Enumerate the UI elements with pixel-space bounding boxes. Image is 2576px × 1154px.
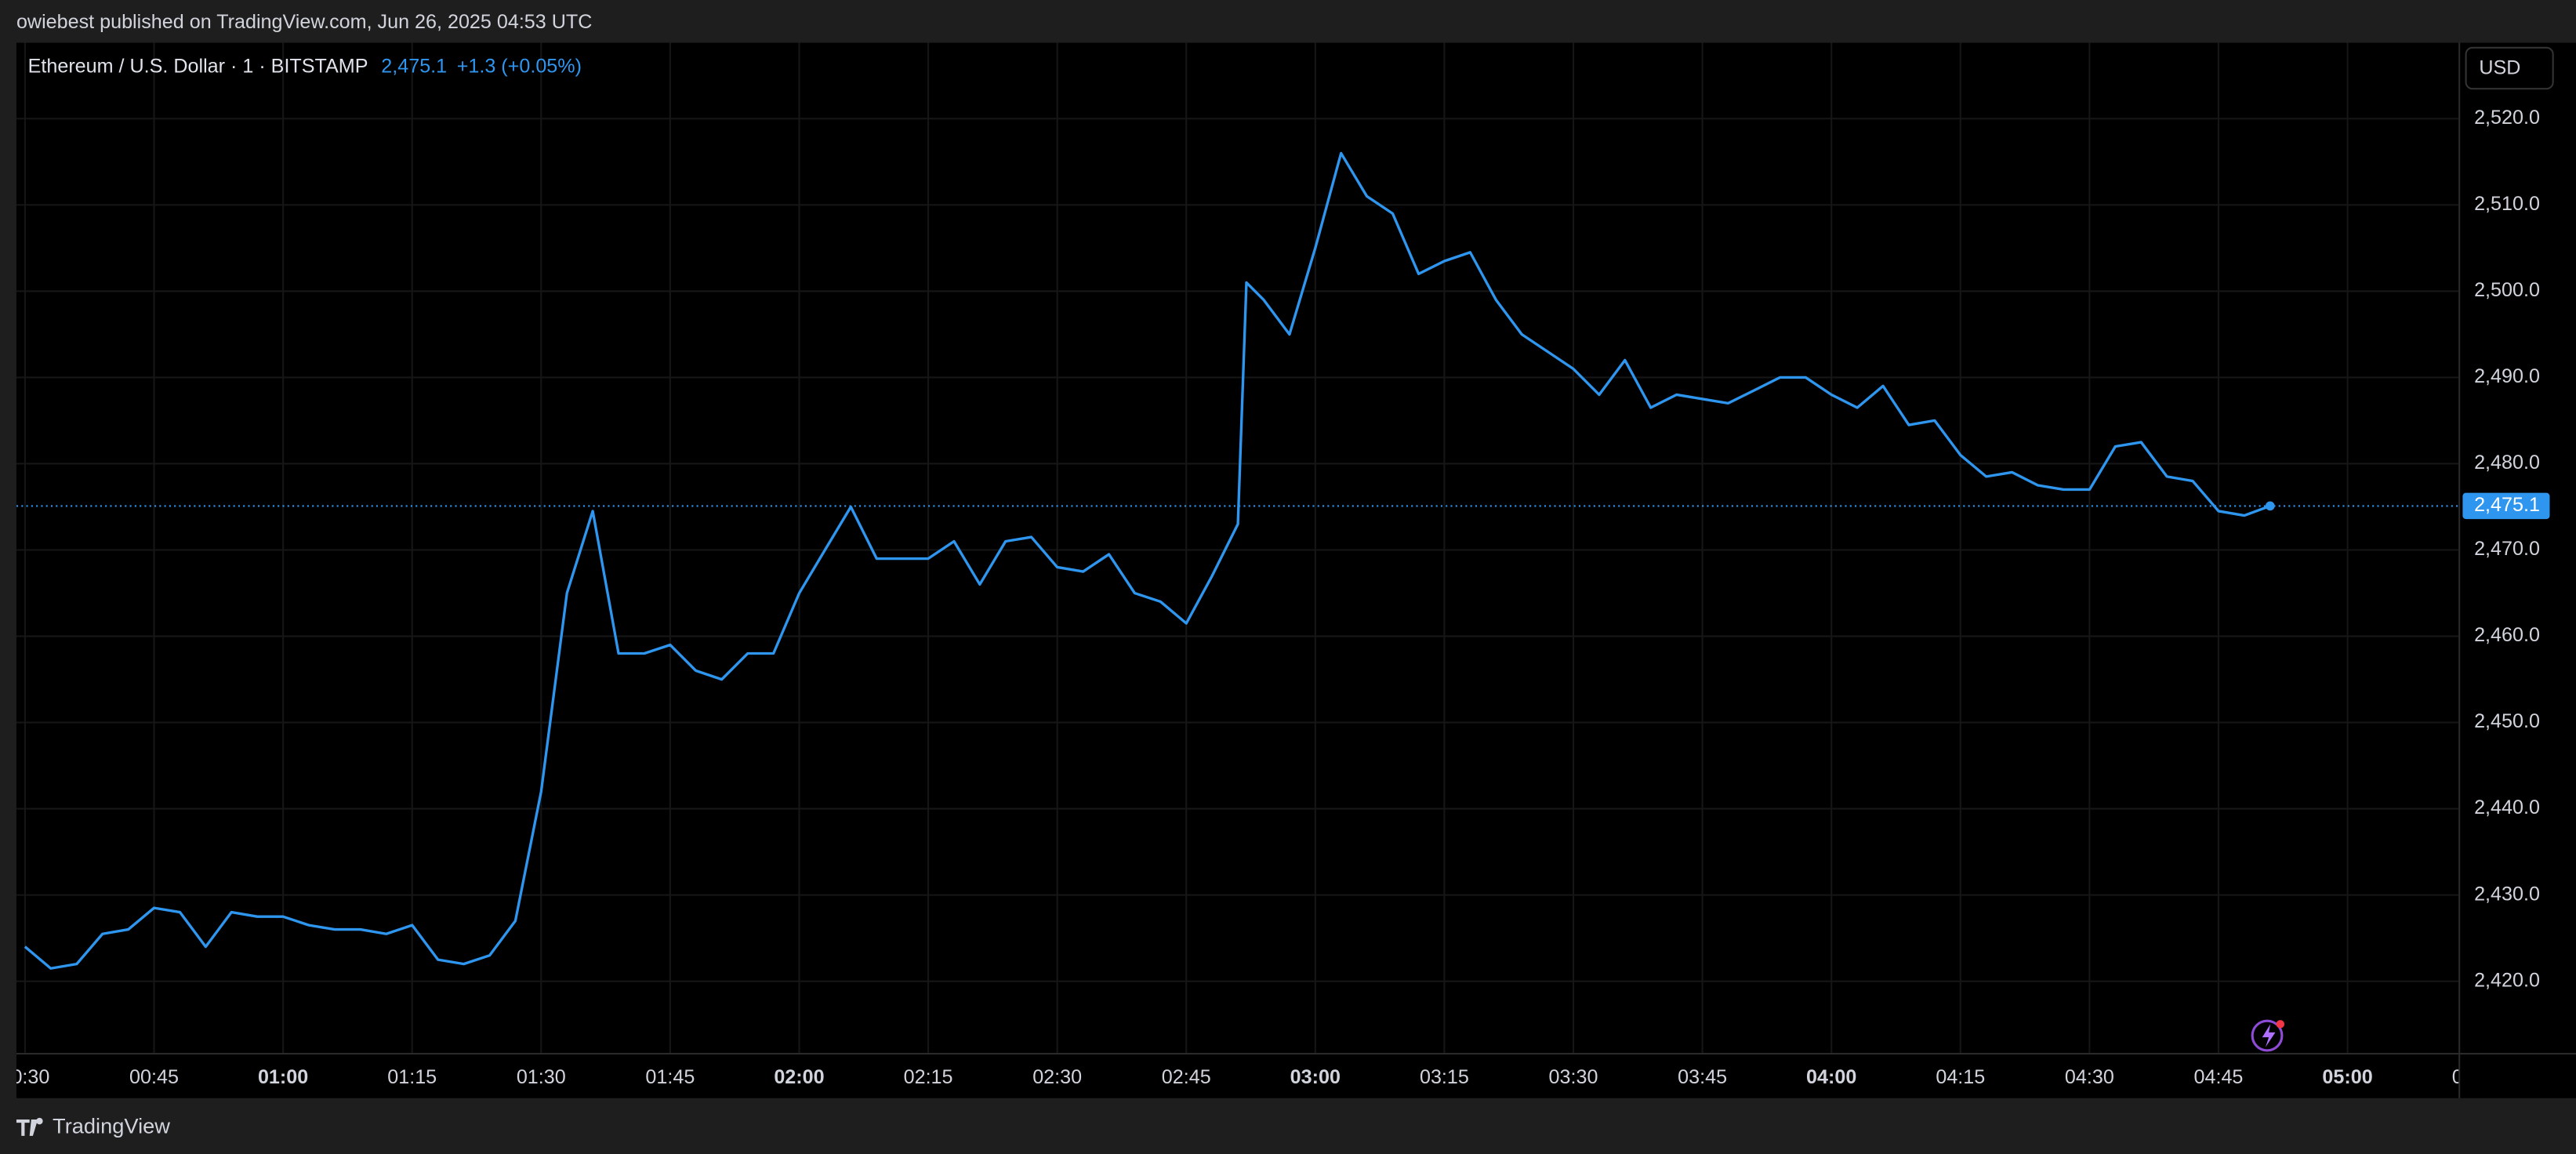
y-tick-label: 2,450.0 xyxy=(2474,710,2540,732)
brand-name: TradingView xyxy=(53,1114,170,1138)
currency-label[interactable]: USD xyxy=(2479,57,2520,79)
x-tick-label: 04:15 xyxy=(1936,1066,1985,1088)
x-tick-label: 02:45 xyxy=(1162,1066,1211,1088)
x-tick-label: 01:45 xyxy=(645,1066,695,1088)
x-tick-label: 02:00 xyxy=(774,1066,824,1088)
price-change: +1.3 (+0.05%) xyxy=(457,56,582,78)
x-tick-label: 03:00 xyxy=(1290,1066,1341,1088)
x-tick-label: 01:30 xyxy=(517,1066,566,1088)
y-tick-label: 2,420.0 xyxy=(2474,969,2540,991)
x-tick-label: 02:15 xyxy=(904,1066,953,1088)
y-tick-label: 2,520.0 xyxy=(2474,107,2540,129)
y-tick-label: 2,460.0 xyxy=(2474,624,2540,646)
brand-logo xyxy=(16,1117,43,1136)
x-tick-label: 03:15 xyxy=(1420,1066,1469,1088)
last-price: 2,475.1 xyxy=(381,56,447,78)
x-tick-label: 01:15 xyxy=(387,1066,437,1088)
x-tick-label: 03:30 xyxy=(1549,1066,1598,1088)
last-price-tag xyxy=(2462,492,2550,520)
x-tick-label: 01:00 xyxy=(258,1066,308,1088)
publish-info: owiebest published on TradingView.com, J… xyxy=(16,11,592,33)
x-tick-label: 00:45 xyxy=(129,1066,179,1088)
y-tick-label: 2,440.0 xyxy=(2474,797,2540,818)
x-tick-label: 04:45 xyxy=(2194,1066,2244,1088)
x-tick-label: 02:30 xyxy=(1032,1066,1082,1088)
last-price-tag-label: 2,475.1 xyxy=(2474,494,2540,516)
y-tick-label: 2,510.0 xyxy=(2474,193,2540,215)
y-tick-label: 2,500.0 xyxy=(2474,279,2540,301)
x-tick-label: 05:15 xyxy=(2452,1066,2502,1088)
currency-button[interactable] xyxy=(2465,46,2554,90)
chart-panel xyxy=(16,42,2576,1098)
x-tick-label: 04:00 xyxy=(1806,1066,1856,1088)
y-tick-label: 2,430.0 xyxy=(2474,883,2540,905)
x-tick-label: 03:45 xyxy=(1678,1066,1727,1088)
y-tick-label: 2,490.0 xyxy=(2474,365,2540,387)
price-line xyxy=(24,151,2271,970)
symbol-title: Ethereum / U.S. Dollar · 1 · BITSTAMP xyxy=(28,56,368,78)
x-tick-label: 05:00 xyxy=(2322,1066,2372,1088)
x-tick-label: 04:30 xyxy=(2065,1066,2114,1088)
y-tick-label: 2,470.0 xyxy=(2474,538,2540,560)
y-tick-label: 2,480.0 xyxy=(2474,452,2540,474)
assistant-icon[interactable] xyxy=(2251,1019,2285,1052)
x-tick-label: 00:30 xyxy=(0,1066,49,1088)
